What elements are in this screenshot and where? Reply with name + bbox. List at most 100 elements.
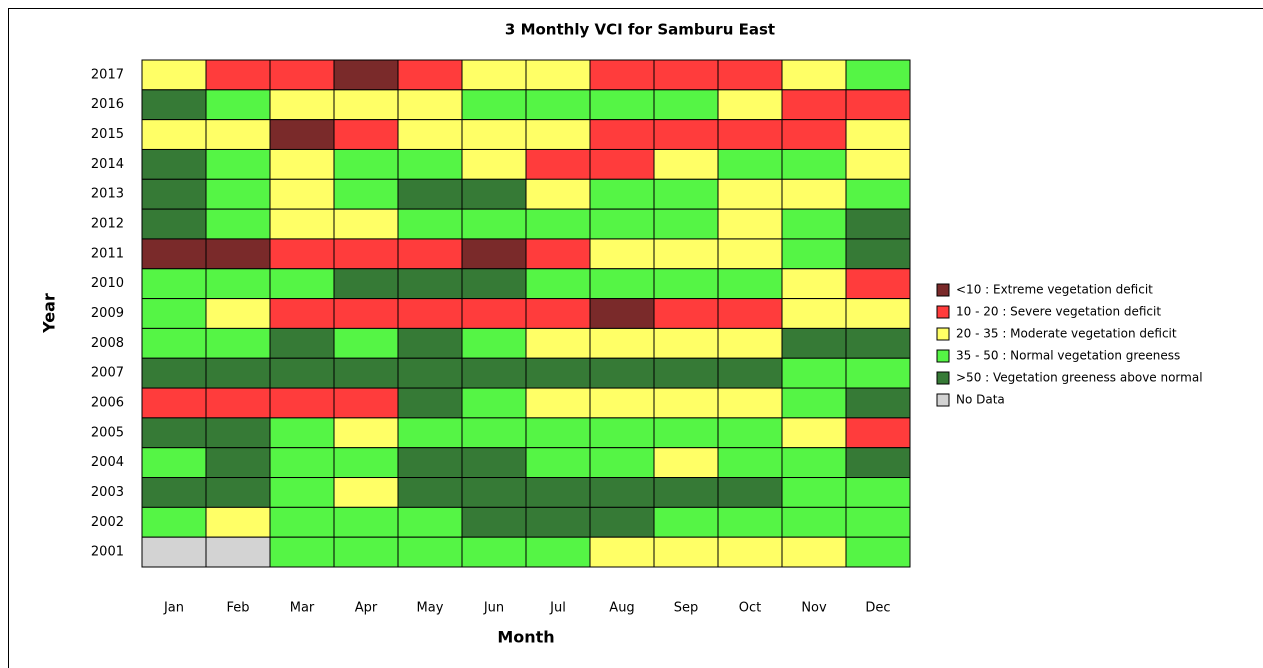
cell <box>781 178 847 210</box>
cell <box>589 148 655 180</box>
cell <box>397 387 463 419</box>
x-tick-label: May <box>417 601 444 616</box>
y-tick-label: 2009 <box>91 306 124 321</box>
cell <box>397 447 463 479</box>
cell <box>781 506 847 538</box>
cell <box>205 536 271 568</box>
cell <box>205 268 271 300</box>
cell <box>269 89 335 121</box>
cell <box>205 119 271 150</box>
cell <box>589 59 655 91</box>
cell <box>397 506 463 538</box>
cell <box>461 178 527 210</box>
cell <box>141 477 207 508</box>
legend-swatch <box>936 349 950 363</box>
cell <box>589 268 655 300</box>
cell <box>525 238 591 270</box>
cell <box>141 387 207 419</box>
cell <box>525 178 591 210</box>
cell <box>269 387 335 419</box>
cell <box>717 119 783 150</box>
cell <box>141 298 207 329</box>
cell <box>653 447 719 479</box>
x-tick-label: Jul <box>549 601 566 616</box>
cell <box>717 268 783 300</box>
cell <box>717 59 783 91</box>
cell <box>397 327 463 359</box>
cell <box>845 148 911 180</box>
cell <box>845 447 911 479</box>
cell <box>269 238 335 270</box>
cell <box>269 536 335 568</box>
cell <box>141 268 207 300</box>
cell <box>653 208 719 240</box>
cell <box>589 119 655 150</box>
cell <box>781 238 847 270</box>
cell <box>525 298 591 329</box>
cell <box>525 268 591 300</box>
cell <box>141 59 207 91</box>
cell <box>589 327 655 359</box>
cell <box>333 298 399 329</box>
cell <box>589 208 655 240</box>
cell <box>269 59 335 91</box>
cell <box>461 417 527 449</box>
cell <box>589 178 655 210</box>
legend-label: 35 - 50 : Normal vegetation greeness <box>956 349 1180 363</box>
cell <box>653 536 719 568</box>
cell <box>525 536 591 568</box>
cell <box>653 357 719 389</box>
y-tick-label: 2006 <box>91 395 124 410</box>
cell <box>589 298 655 329</box>
cell <box>525 148 591 180</box>
cell <box>525 119 591 150</box>
cell <box>333 89 399 121</box>
legend-label: >50 : Vegetation greeness above normal <box>956 371 1203 385</box>
x-tick-label: Mar <box>290 601 315 616</box>
cell <box>717 178 783 210</box>
cell <box>205 327 271 359</box>
cell <box>717 387 783 419</box>
cell <box>525 447 591 479</box>
cell <box>461 447 527 479</box>
cell <box>269 477 335 508</box>
cell <box>269 327 335 359</box>
cell <box>717 417 783 449</box>
cell <box>269 506 335 538</box>
cell <box>525 357 591 389</box>
cell <box>397 536 463 568</box>
cell <box>269 268 335 300</box>
cell <box>461 238 527 270</box>
cell <box>141 327 207 359</box>
cell <box>845 268 911 300</box>
cell <box>845 536 911 568</box>
cell <box>205 59 271 91</box>
cell <box>653 59 719 91</box>
cell <box>653 268 719 300</box>
cell <box>397 178 463 210</box>
cell <box>525 506 591 538</box>
cell <box>269 447 335 479</box>
cell <box>717 327 783 359</box>
cell <box>205 178 271 210</box>
cell <box>781 357 847 389</box>
cell <box>525 327 591 359</box>
cell <box>461 477 527 508</box>
y-tick-label: 2014 <box>91 157 124 172</box>
cell <box>141 357 207 389</box>
y-tick-label: 2008 <box>91 336 124 351</box>
cell <box>461 89 527 121</box>
x-tick-label: Dec <box>865 601 890 616</box>
cell <box>589 89 655 121</box>
y-tick-label: 2007 <box>91 366 124 381</box>
cell <box>653 477 719 508</box>
y-tick-label: 2003 <box>91 485 124 500</box>
cell <box>397 357 463 389</box>
cell <box>397 148 463 180</box>
cell <box>141 178 207 210</box>
cell <box>781 119 847 150</box>
cell <box>845 89 911 121</box>
cell <box>525 417 591 449</box>
cell <box>269 417 335 449</box>
cell <box>397 89 463 121</box>
